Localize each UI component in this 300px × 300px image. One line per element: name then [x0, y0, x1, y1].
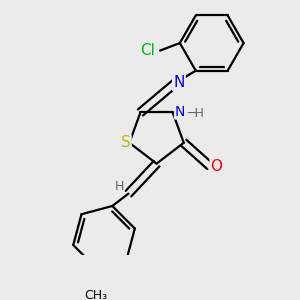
- Text: ─H: ─H: [187, 107, 204, 120]
- Text: N: N: [175, 104, 185, 118]
- Text: Cl: Cl: [140, 43, 155, 58]
- Text: CH₃: CH₃: [84, 289, 107, 300]
- Text: H: H: [114, 180, 124, 193]
- Text: N: N: [173, 75, 184, 90]
- Text: S: S: [121, 135, 130, 150]
- Text: O: O: [211, 159, 223, 174]
